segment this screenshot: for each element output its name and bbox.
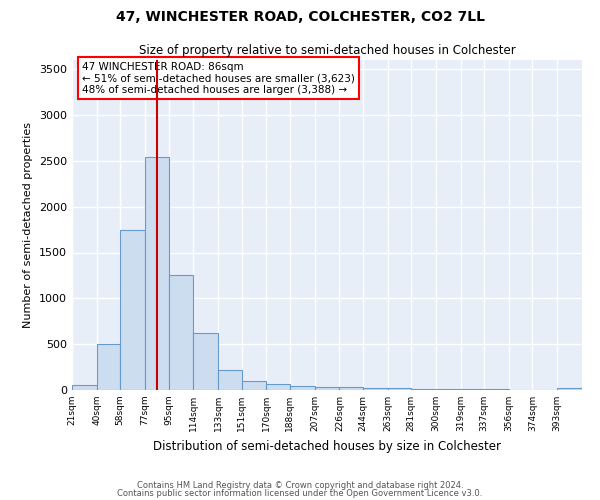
Bar — [314, 387, 340, 390]
Bar — [411, 388, 436, 390]
Text: 47, WINCHESTER ROAD, COLCHESTER, CO2 7LL: 47, WINCHESTER ROAD, COLCHESTER, CO2 7LL — [115, 10, 485, 24]
Bar — [266, 384, 290, 390]
Text: Contains public sector information licensed under the Open Government Licence v3: Contains public sector information licen… — [118, 488, 482, 498]
Bar — [72, 384, 97, 390]
Text: Contains HM Land Registry data © Crown copyright and database right 2024.: Contains HM Land Registry data © Crown c… — [137, 481, 463, 490]
Bar — [120, 230, 145, 390]
Text: 47 WINCHESTER ROAD: 86sqm
← 51% of semi-detached houses are smaller (3,623)
48% : 47 WINCHESTER ROAD: 86sqm ← 51% of semi-… — [82, 62, 355, 95]
Bar — [388, 388, 411, 390]
Bar — [218, 370, 242, 390]
Bar — [169, 274, 193, 390]
Bar — [290, 386, 314, 390]
Bar — [557, 388, 582, 390]
Bar — [193, 333, 218, 390]
Bar — [363, 388, 388, 390]
Bar — [145, 157, 169, 390]
Title: Size of property relative to semi-detached houses in Colchester: Size of property relative to semi-detach… — [139, 44, 515, 58]
X-axis label: Distribution of semi-detached houses by size in Colchester: Distribution of semi-detached houses by … — [153, 440, 501, 452]
Bar — [242, 381, 266, 390]
Bar — [340, 387, 363, 390]
Y-axis label: Number of semi-detached properties: Number of semi-detached properties — [23, 122, 34, 328]
Bar — [436, 389, 461, 390]
Bar — [97, 344, 120, 390]
